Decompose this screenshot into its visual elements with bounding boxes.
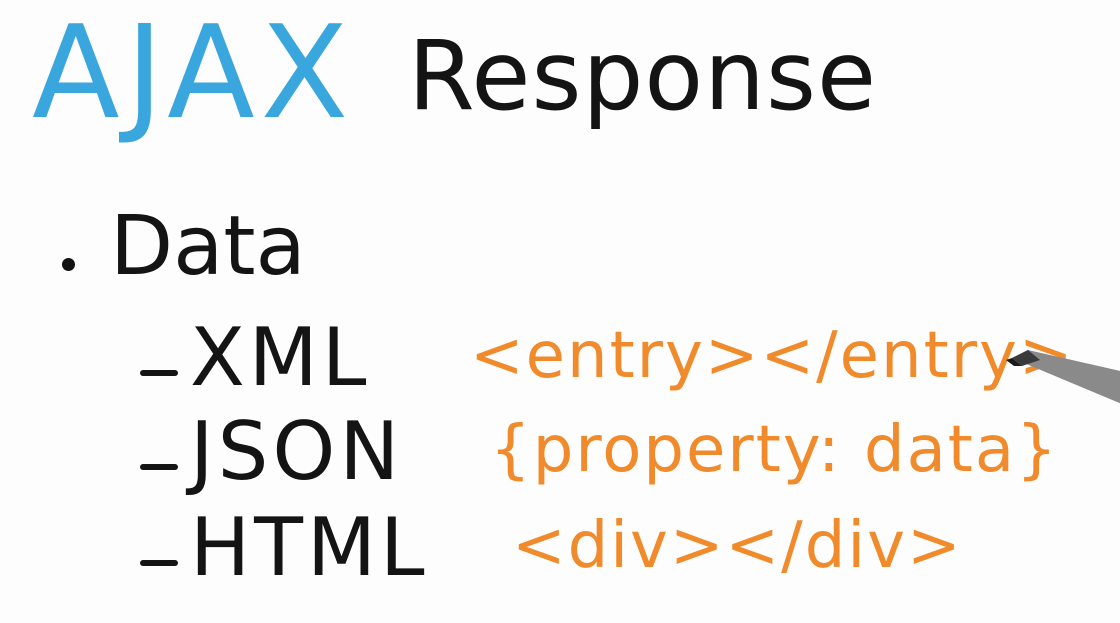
dash	[140, 464, 178, 470]
bullet-label: Data	[110, 199, 306, 294]
format-row-json: JSON {property: data}	[140, 412, 1100, 522]
format-name: XML	[190, 311, 371, 404]
pen-icon	[1006, 350, 1120, 404]
format-example: <entry></entry>	[470, 319, 1075, 393]
title-rest: Response	[408, 20, 878, 132]
format-name: HTML	[190, 501, 429, 594]
format-example: {property: data}	[490, 413, 1059, 487]
title-accent: AJAX	[32, 0, 355, 148]
format-row-xml: XML <entry></entry>	[140, 318, 1100, 428]
format-row-html: HTML <div></div>	[140, 508, 1100, 618]
dash	[140, 560, 178, 566]
format-example: <div></div>	[512, 509, 963, 583]
format-name: JSON	[190, 405, 404, 498]
bullet-dot	[62, 258, 75, 271]
dash	[140, 370, 178, 376]
